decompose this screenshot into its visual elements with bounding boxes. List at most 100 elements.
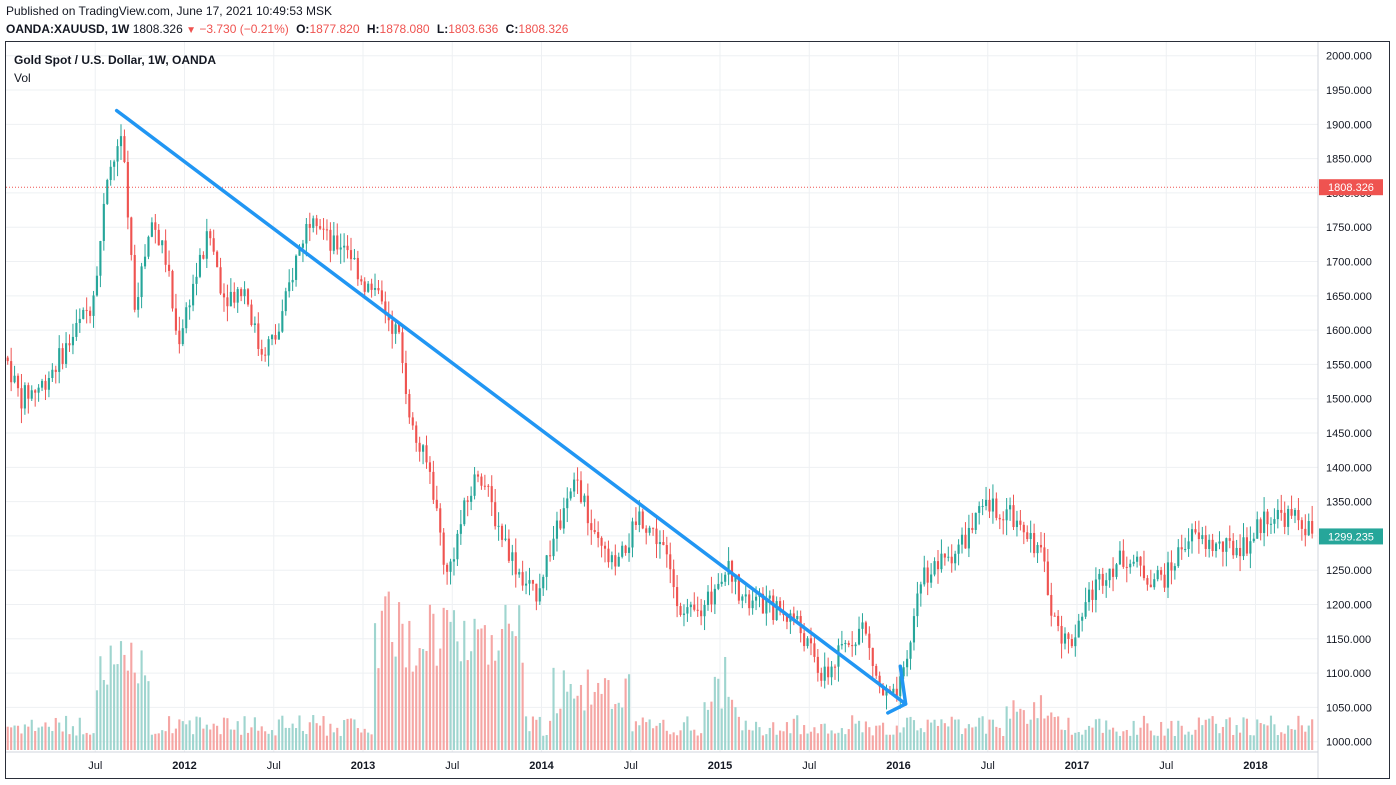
candle-body — [243, 289, 246, 297]
candle-body — [875, 665, 878, 676]
volume-bar — [185, 724, 188, 750]
candle-body — [1067, 633, 1070, 639]
candle-body — [404, 363, 407, 395]
candle-body — [40, 380, 44, 388]
volume-bar — [68, 734, 71, 750]
candle-body — [1081, 616, 1084, 621]
candle-body — [710, 591, 713, 605]
volume-bar — [1225, 719, 1228, 750]
candle-body — [483, 485, 486, 487]
candle-body — [1129, 563, 1132, 568]
volume-bar — [476, 629, 480, 750]
volume-bar — [1029, 719, 1032, 750]
candle-body — [1098, 573, 1101, 580]
candle-body — [1105, 580, 1108, 586]
volume-bar — [1057, 716, 1060, 750]
volume-bar — [573, 698, 576, 750]
volume-bar — [624, 678, 627, 750]
volume-bar — [717, 678, 720, 750]
volume-bar — [339, 735, 342, 750]
quote-line: OANDA:XAUUSD, 1W 1808.326 ▼ −3.730 (−0.2… — [6, 22, 568, 36]
volume-bar — [123, 654, 126, 750]
volume-bar — [542, 735, 545, 750]
candle-body — [356, 257, 359, 280]
candle-body — [442, 532, 445, 565]
candle-body — [634, 521, 637, 526]
volume-bar — [1173, 735, 1176, 750]
volume-bar — [1204, 719, 1207, 750]
volume-bar — [1091, 727, 1094, 750]
volume-bar — [336, 727, 339, 750]
volume-bar — [367, 732, 370, 750]
time-axis[interactable]: Jul 2012 Jul 2013 Jul 2014 Jul 2015 Jul 2016 Jul 20… — [6, 751, 1318, 772]
candle-body — [1084, 602, 1087, 617]
time-tick-label: Jul — [624, 760, 638, 772]
volume-bar — [1300, 725, 1303, 750]
candle-body — [717, 583, 720, 589]
candle-body — [75, 322, 78, 337]
candle-body — [332, 235, 335, 251]
volume-bar — [861, 732, 864, 750]
close-label: C: — [505, 22, 519, 36]
candle-body — [109, 166, 112, 180]
candle-body — [34, 390, 37, 393]
volume-bar — [1105, 720, 1108, 750]
candle-body — [10, 361, 13, 383]
candle-body — [627, 547, 631, 553]
volume-bar — [446, 610, 449, 750]
candle-body — [500, 525, 504, 540]
candle-body — [772, 595, 775, 620]
volume-bar — [140, 650, 143, 750]
candle-body — [178, 330, 181, 345]
candle-body — [408, 394, 411, 418]
candle-body — [377, 288, 380, 291]
candle-body — [933, 561, 936, 575]
candle-body — [597, 532, 600, 538]
time-tick-label: 2017 — [1065, 760, 1089, 772]
arrowhead-icon — [886, 664, 908, 715]
volume-bar — [906, 717, 909, 750]
volume-bar — [40, 726, 44, 750]
candle-body — [1297, 510, 1300, 521]
drawing-overlay[interactable] — [6, 108, 1318, 715]
volume-bar — [243, 716, 246, 750]
volume-bar — [1112, 727, 1115, 750]
volume-bar — [1180, 725, 1183, 750]
candle-body — [380, 290, 383, 302]
volume-bar — [960, 734, 964, 750]
candle-body — [676, 587, 679, 607]
candle-body — [37, 387, 40, 393]
candle-body — [895, 688, 898, 697]
volume-bar — [1009, 718, 1012, 750]
candle-body — [281, 311, 284, 332]
volume-bar — [54, 717, 57, 750]
last-price-tag — [1319, 528, 1383, 545]
volume-bar — [71, 726, 75, 750]
price-tick-label: 1850.000 — [1326, 154, 1372, 166]
candle-body — [1115, 564, 1118, 577]
candle-body — [1012, 505, 1015, 528]
volume-bar — [10, 727, 13, 750]
time-tick-label: 2016 — [886, 760, 910, 772]
price-axis[interactable]: 2000.0001950.0001900.0001850.0001800.000… — [1317, 42, 1383, 778]
volume-bar — [995, 726, 998, 750]
candle-body — [538, 588, 541, 602]
volume-bar — [415, 665, 418, 750]
candle-body — [840, 644, 843, 646]
candle-body — [967, 527, 970, 549]
volume-bar — [593, 691, 596, 750]
candle-body — [1053, 615, 1056, 617]
symbol-label[interactable]: OANDA:XAUUSD, 1W — [6, 22, 130, 36]
volume-bar — [1249, 735, 1252, 750]
candle-body — [617, 556, 620, 567]
candle-body — [957, 544, 960, 554]
volume-bar — [1033, 702, 1036, 750]
candle-body — [1201, 535, 1204, 540]
volume-bar — [586, 669, 589, 750]
volume-bar — [360, 732, 363, 750]
candle-body — [943, 553, 946, 558]
candle-body — [150, 222, 153, 237]
candle-body — [480, 476, 483, 486]
volume-bar — [779, 730, 782, 750]
